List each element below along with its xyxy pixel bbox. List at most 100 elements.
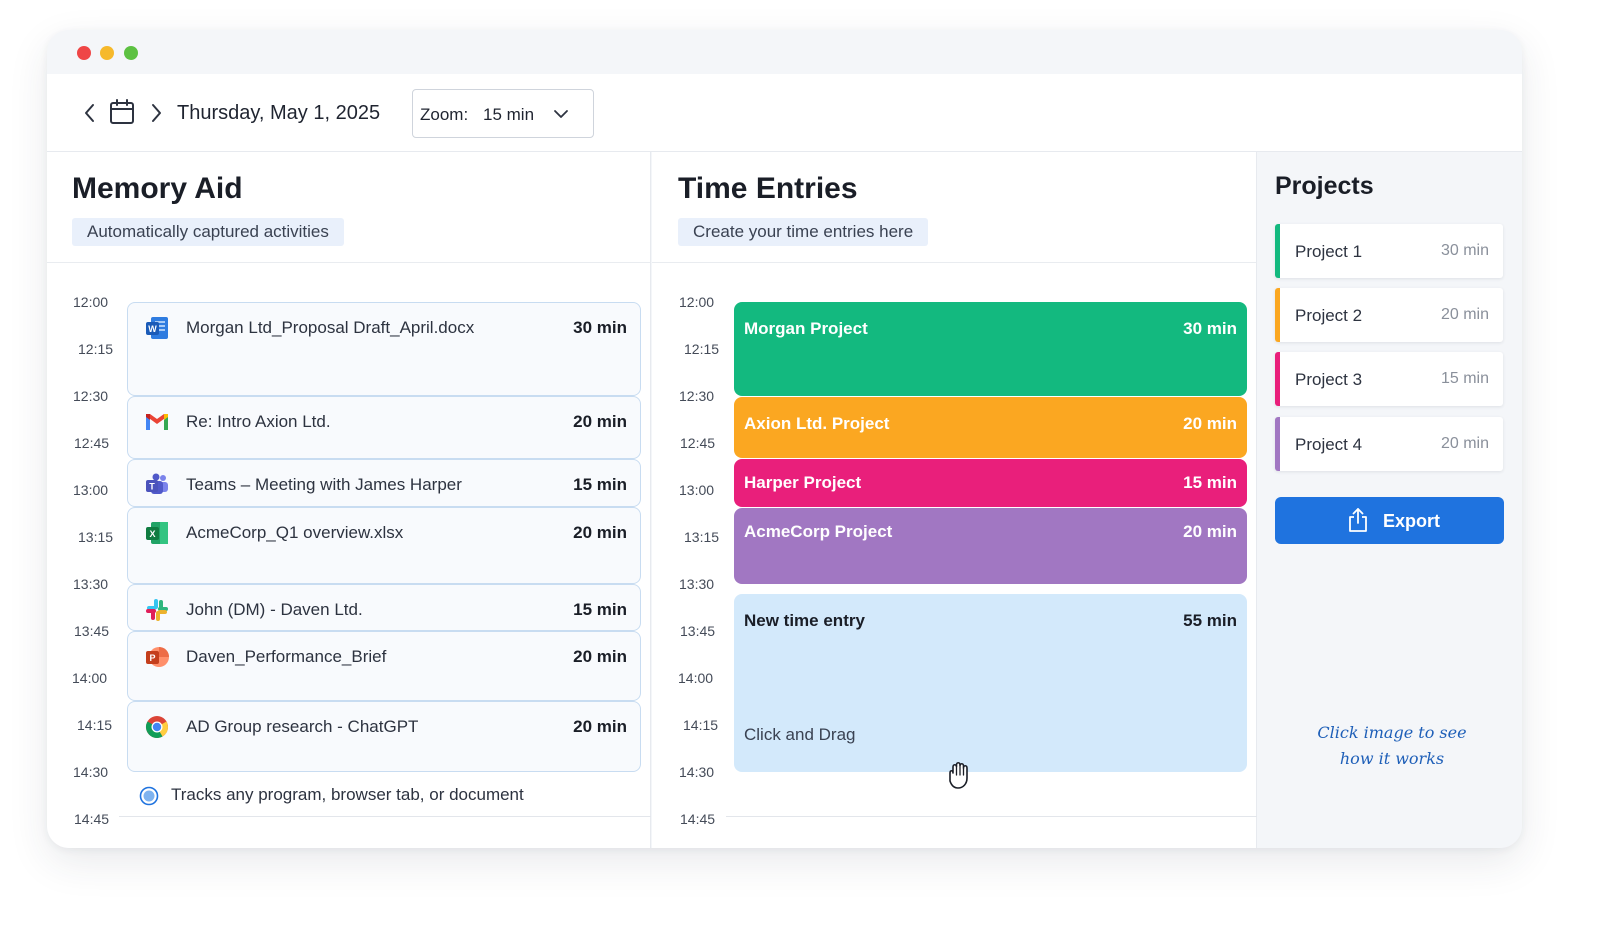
maximize-window-dot[interactable] xyxy=(124,46,138,60)
time-label: 12:45 xyxy=(680,435,716,451)
project-card[interactable]: Project 1 30 min xyxy=(1275,224,1503,278)
chevron-down-icon xyxy=(554,110,568,118)
slack-icon xyxy=(146,599,168,621)
project-color-bar xyxy=(1275,417,1280,471)
time-label: 13:00 xyxy=(679,482,715,498)
time-label: 14:15 xyxy=(77,717,113,733)
next-day-button[interactable] xyxy=(145,100,167,126)
time-entry-duration: 20 min xyxy=(1183,522,1237,541)
project-name: Project 2 xyxy=(1295,306,1363,325)
activity-item[interactable]: John (DM) - Daven Ltd. 15 min xyxy=(127,584,641,631)
activity-item[interactable]: P Daven_Performance_Brief 20 min xyxy=(127,631,641,701)
tracking-icon xyxy=(139,786,159,806)
time-entry-title: Axion Ltd. Project xyxy=(744,414,890,433)
activity-title: John (DM) - Daven Ltd. xyxy=(186,600,363,619)
activity-title: AcmeCorp_Q1 overview.xlsx xyxy=(186,523,404,542)
svg-text:P: P xyxy=(149,653,155,663)
click-and-drag-hint: Click and Drag xyxy=(744,725,856,744)
zoom-select[interactable]: Zoom: 15 min xyxy=(412,89,594,138)
new-time-entry-title: New time entry xyxy=(744,611,865,630)
time-entry-duration: 30 min xyxy=(1183,319,1237,338)
time-label: 14:15 xyxy=(683,717,719,733)
close-window-dot[interactable] xyxy=(77,46,91,60)
time-label: 13:30 xyxy=(73,576,109,592)
project-duration: 15 min xyxy=(1440,370,1489,387)
project-color-bar xyxy=(1275,352,1280,406)
how-it-works-hint[interactable]: Click image to see how it works xyxy=(1297,720,1487,772)
activity-item[interactable]: Re: Intro Axion Ltd. 20 min xyxy=(127,396,641,459)
time-label: 13:45 xyxy=(74,623,110,639)
export-button[interactable]: Export xyxy=(1275,497,1504,544)
powerpoint-icon: P xyxy=(146,647,169,667)
activity-title: Morgan Ltd_Proposal Draft_April.docx xyxy=(186,318,475,337)
activity-item[interactable]: W Morgan Ltd_Proposal Draft_April.docx 3… xyxy=(127,302,641,396)
new-time-entry[interactable]: New time entry 55 min Click and Drag xyxy=(734,594,1247,789)
app-window: Thursday, May 1, 2025 Zoom: 15 min Memor… xyxy=(47,30,1522,848)
activity-duration: 15 min xyxy=(573,600,627,619)
timeline-end-line xyxy=(119,816,651,817)
timeline-end-line xyxy=(726,816,1257,817)
excel-icon: X xyxy=(146,522,168,544)
project-name: Project 4 xyxy=(1295,435,1363,454)
panel-divider xyxy=(652,262,1256,263)
share-export-icon xyxy=(1349,508,1367,532)
zoom-label: Zoom: xyxy=(420,105,469,124)
time-entry-acmecorp[interactable]: AcmeCorp Project 20 min xyxy=(734,508,1247,584)
projects-panel: Projects Project 1 30 min Project 2 20 m… xyxy=(1257,152,1522,848)
time-entry-duration: 20 min xyxy=(1183,414,1237,433)
chevron-left-icon xyxy=(85,104,94,122)
toolbar: Thursday, May 1, 2025 Zoom: 15 min xyxy=(47,74,1522,152)
new-time-entry-duration: 55 min xyxy=(1183,611,1237,630)
time-label: 13:30 xyxy=(679,576,715,592)
chrome-icon xyxy=(146,716,168,738)
time-entry-axion[interactable]: Axion Ltd. Project 20 min xyxy=(734,397,1247,458)
project-duration: 30 min xyxy=(1440,242,1489,259)
gmail-icon xyxy=(146,414,168,430)
project-card[interactable]: Project 2 20 min xyxy=(1275,288,1503,342)
activity-duration: 15 min xyxy=(573,475,627,494)
time-label: 13:00 xyxy=(73,482,109,498)
project-name: Project 1 xyxy=(1295,242,1363,261)
time-label: 14:00 xyxy=(678,670,714,686)
time-entry-title: AcmeCorp Project xyxy=(744,522,893,541)
calendar-icon xyxy=(110,99,134,124)
projects-title: Projects xyxy=(1275,172,1374,200)
activity-duration: 20 min xyxy=(573,412,627,431)
time-entry-harper[interactable]: Harper Project 15 min xyxy=(734,459,1247,507)
previous-day-button[interactable] xyxy=(79,100,101,126)
tracking-footnote: Tracks any program, browser tab, or docu… xyxy=(171,785,524,804)
time-label: 13:45 xyxy=(680,623,716,639)
time-entry-title: Harper Project xyxy=(744,473,862,492)
time-entry-morgan[interactable]: Morgan Project 30 min xyxy=(734,302,1247,396)
time-entry-title: Morgan Project xyxy=(744,319,868,338)
activity-item[interactable]: X AcmeCorp_Q1 overview.xlsx 20 min xyxy=(127,507,641,584)
project-card[interactable]: Project 3 15 min xyxy=(1275,352,1503,406)
time-label: 12:15 xyxy=(684,341,720,357)
hint-line: Click image to see xyxy=(1317,723,1467,742)
memory-aid-subtitle: Automatically captured activities xyxy=(72,218,344,246)
activity-duration: 30 min xyxy=(573,318,627,337)
zoom-value: 15 min xyxy=(483,105,535,124)
calendar-button[interactable] xyxy=(109,98,135,126)
minimize-window-dot[interactable] xyxy=(100,46,114,60)
activity-item[interactable]: T Teams – Meeting with James Harper 15 m… xyxy=(127,459,641,507)
word-icon: W xyxy=(146,317,168,339)
time-label: 14:30 xyxy=(73,764,109,780)
time-label: 14:45 xyxy=(680,811,716,827)
activity-duration: 20 min xyxy=(573,647,627,666)
project-card[interactable]: Project 4 20 min xyxy=(1275,417,1503,471)
grab-hand-icon xyxy=(949,761,968,789)
svg-text:T: T xyxy=(149,482,155,492)
activity-duration: 20 min xyxy=(573,717,627,736)
activity-item[interactable]: AD Group research - ChatGPT 20 min xyxy=(127,701,641,772)
time-label: 13:15 xyxy=(684,529,720,545)
panel-divider xyxy=(47,262,650,263)
hint-line: how it works xyxy=(1339,749,1445,768)
svg-text:W: W xyxy=(148,324,157,334)
time-label: 12:30 xyxy=(73,388,109,404)
project-duration: 20 min xyxy=(1440,306,1489,323)
time-label: 12:30 xyxy=(679,388,715,404)
memory-aid-title: Memory Aid xyxy=(72,172,243,205)
time-label: 14:30 xyxy=(679,764,715,780)
export-label: Export xyxy=(1383,511,1441,531)
